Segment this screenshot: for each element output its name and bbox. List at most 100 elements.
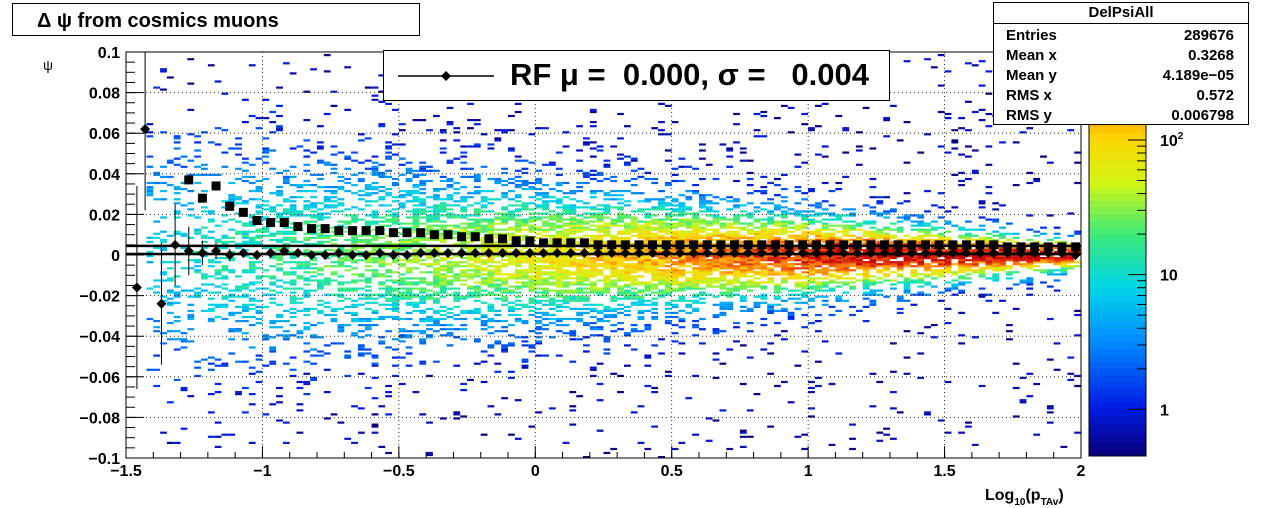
heat-cell: [446, 208, 454, 211]
heat-cell: [173, 212, 181, 215]
heat-cell: [664, 181, 672, 185]
heat-cell: [371, 309, 379, 312]
heat-cell: [671, 447, 679, 451]
heat-cell: [555, 198, 563, 201]
heat-cell: [248, 307, 256, 310]
heat-cell: [405, 238, 413, 241]
heat-cell: [433, 273, 440, 276]
heat-cell: [835, 224, 843, 227]
heat-cell: [262, 208, 270, 211]
heat-cell: [548, 250, 556, 254]
heat-cell: [671, 263, 679, 266]
heat-cell: [617, 269, 624, 272]
heat-cell: [460, 206, 468, 209]
heat-cell: [624, 283, 631, 286]
heat-cell: [426, 451, 433, 455]
heat-cell: [637, 301, 645, 304]
heat-cell: [835, 236, 843, 239]
heat-cell: [426, 421, 433, 424]
heat-cell: [671, 315, 679, 319]
heat-cell: [896, 226, 904, 229]
heat-cell: [787, 208, 795, 211]
heat-cell: [583, 269, 590, 272]
heat-cell: [678, 238, 686, 241]
heat-cell: [392, 356, 399, 359]
heat-cell: [719, 313, 727, 317]
heat-cell: [351, 405, 358, 408]
heat-cell: [937, 206, 945, 209]
heat-cell: [958, 271, 965, 274]
heat-cell: [815, 269, 822, 272]
heat-cell: [214, 269, 222, 272]
heat-cell: [787, 222, 795, 225]
heat-cell: [535, 315, 543, 319]
heat-cell: [910, 275, 918, 278]
heat-cell: [555, 285, 563, 288]
heat-cell: [746, 232, 754, 235]
heat-cell: [692, 167, 699, 170]
heat-cell: [344, 437, 352, 440]
heat-cell: [739, 344, 747, 347]
heat-cell: [453, 230, 461, 233]
heat-cell: [242, 234, 249, 237]
heat-cell: [303, 232, 311, 235]
heat-cell: [398, 242, 406, 245]
heat-cell: [357, 198, 365, 201]
heat-cell: [480, 190, 488, 193]
heat-cell: [576, 267, 583, 270]
heat-cell: [801, 214, 809, 217]
heat-cell: [883, 433, 890, 436]
heat-cell: [794, 301, 802, 304]
heat-cell: [235, 275, 242, 278]
heat-cell: [412, 218, 420, 221]
heat-cell: [542, 265, 549, 268]
heat-cell: [405, 297, 413, 300]
heat-cell: [699, 265, 706, 268]
heat-cell: [603, 224, 611, 227]
heat-cell: [733, 200, 740, 203]
heat-cell: [542, 163, 549, 166]
heat-cell: [398, 157, 406, 160]
heat-cell: [242, 338, 249, 341]
heat-cell: [269, 121, 277, 124]
heat-cell: [433, 216, 440, 219]
heat-cell: [535, 192, 543, 195]
heat-cell: [542, 267, 549, 270]
heat-cell: [780, 232, 788, 235]
heat-cell: [760, 222, 768, 225]
heat-cell: [439, 279, 447, 282]
heat-cell: [610, 190, 618, 193]
heat-cell: [774, 334, 781, 337]
heat-cell: [780, 206, 788, 209]
heat-cell: [514, 222, 522, 225]
heat-cell: [678, 157, 686, 160]
heat-cell: [228, 269, 236, 272]
heat-cell: [617, 307, 624, 310]
heat-cell: [589, 206, 597, 209]
heat-cell: [910, 261, 918, 264]
heat-cell: [753, 248, 761, 252]
heat-cell: [508, 232, 515, 235]
heat-cell: [971, 248, 979, 252]
heat-cell: [576, 228, 583, 231]
heat-cell: [890, 236, 897, 239]
heat-cell: [862, 263, 870, 266]
heat-cell: [685, 238, 693, 241]
heat-cell: [617, 285, 624, 288]
heat-cell: [426, 165, 433, 168]
heat-cell: [733, 322, 740, 325]
heat-cell: [835, 297, 843, 300]
heat-cell: [282, 273, 290, 276]
heat-cell: [160, 175, 167, 178]
heat-cell: [589, 236, 597, 239]
heat-cell: [658, 226, 665, 229]
heat-cell: [467, 232, 474, 235]
heat-cell: [371, 423, 379, 426]
heat-cell: [480, 206, 488, 209]
heat-cell: [617, 287, 624, 290]
heat-cell: [276, 246, 283, 250]
heat-cell: [344, 255, 352, 258]
heat-cell: [678, 285, 686, 288]
heat-cell: [426, 228, 433, 231]
heat-cell: [433, 291, 440, 294]
